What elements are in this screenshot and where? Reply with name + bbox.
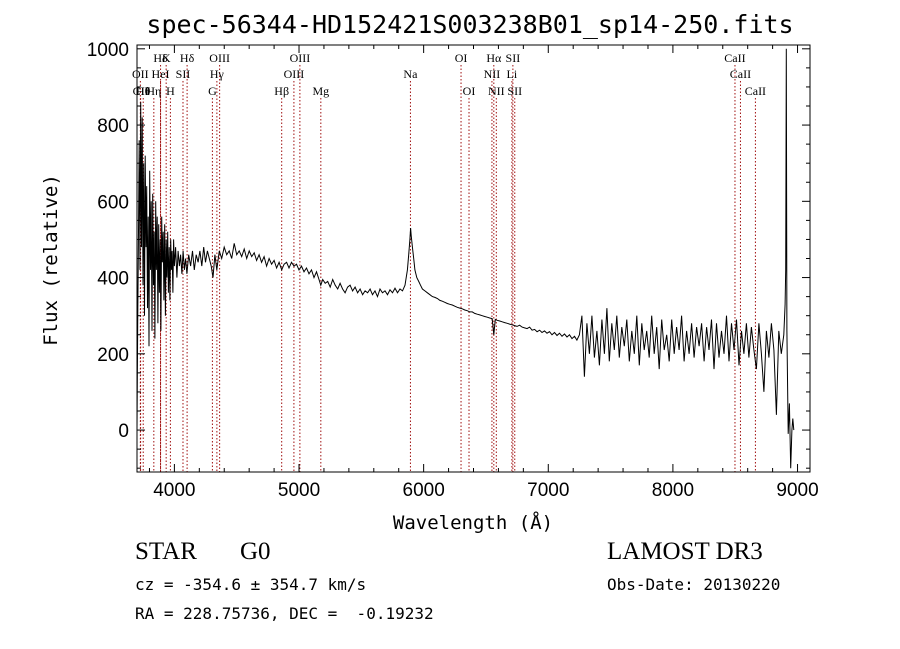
x-tick-label: 7000	[527, 480, 569, 501]
chart-title: spec-56344-HD152421S003238B01_sp14-250.f…	[146, 10, 793, 39]
x-tick-label: 8000	[652, 480, 694, 501]
y-tick-label: 0	[118, 421, 129, 442]
plot-frame	[136, 44, 811, 473]
x-tick-label: 5000	[278, 480, 320, 501]
x-axis-ticks: 4000 5000 6000 7000 8000 9000	[148, 45, 819, 501]
line-label: OIII	[290, 51, 311, 65]
line-label: NII	[484, 67, 501, 81]
coordinates-text: RA = 228.75736, DEC = -0.19232	[135, 604, 434, 623]
line-label: Hβ	[274, 84, 289, 98]
line-label: Mg	[312, 84, 329, 98]
line-label: OI	[463, 84, 476, 98]
line-label: Hα	[486, 51, 502, 65]
line-label: Hθ	[136, 84, 151, 98]
line-label: OIII	[284, 67, 305, 81]
line-label: OI	[455, 51, 468, 65]
line-label: Li	[507, 67, 518, 81]
y-tick-label: 600	[97, 192, 129, 213]
spectrum-series-line	[136, 48, 795, 469]
observation-date: Obs-Date: 20130220	[607, 575, 781, 594]
line-label: HeI	[152, 67, 170, 81]
line-label: Hδ	[153, 51, 168, 65]
line-label: H	[166, 84, 175, 98]
spectral-line-markers	[139, 65, 756, 472]
line-label: CaII	[724, 51, 745, 65]
line-label: CaII	[745, 84, 766, 98]
survey-name: LAMOST DR3	[607, 538, 763, 565]
y-tick-label: 1000	[87, 40, 129, 61]
redshift-text: cz = -354.6 ± 354.7 km/s	[135, 575, 367, 594]
spectral-line-labels: OIICIIHθHηHδHeIKHSIIHδGOIIIHγHβOIIIOIIIM…	[132, 51, 766, 98]
y-tick-label: 800	[97, 116, 129, 137]
line-label: CaII	[730, 67, 751, 81]
line-label: Hδ	[180, 51, 195, 65]
line-label: Hγ	[210, 67, 225, 81]
line-label: K	[162, 51, 171, 65]
x-tick-label: 9000	[776, 480, 818, 501]
y-axis-ticks: 0 200 400 600 800 1000	[87, 40, 810, 469]
line-label: Na	[403, 67, 418, 81]
line-label: SII	[507, 84, 522, 98]
object-type: STAR	[135, 538, 197, 565]
x-tick-label: 6000	[403, 480, 445, 501]
line-label: SII	[176, 67, 191, 81]
line-label: OIII	[209, 51, 230, 65]
x-tick-label: 4000	[153, 480, 195, 501]
y-tick-label: 200	[97, 345, 129, 366]
line-label: Hη	[146, 84, 161, 98]
spectral-subclass: G0	[240, 538, 271, 565]
line-label: SII	[506, 51, 521, 65]
line-label: NII	[488, 84, 505, 98]
y-axis-label: Flux (relative)	[40, 174, 62, 346]
y-tick-label: 400	[97, 269, 129, 290]
x-axis-label: Wavelength (Å)	[393, 511, 553, 534]
line-label: OII	[132, 67, 149, 81]
line-label: G	[208, 84, 217, 98]
